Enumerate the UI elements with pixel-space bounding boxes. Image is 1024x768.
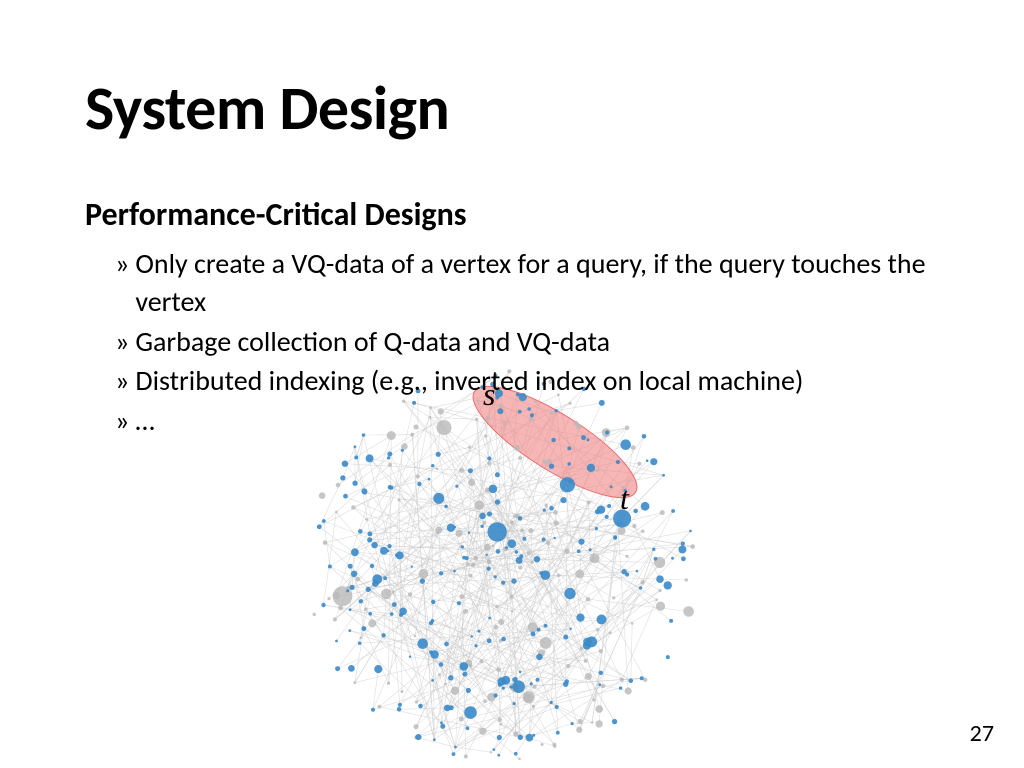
bullet-marker: » [115,245,135,283]
graph-label-s: s [483,376,495,413]
bullet-text: Distributed indexing (e.g., inverted ind… [135,362,939,400]
bullet-marker: » [115,323,135,361]
page-number: 27 [970,719,994,748]
bullet-marker: » [115,402,135,440]
bullet-marker: » [115,362,135,400]
bullet-text: … [135,402,939,440]
bullet-list: » Only create a VQ-data of a vertex for … [115,245,939,442]
slide: System Design Performance-Critical Desig… [0,0,1024,768]
bullet-item: » Only create a VQ-data of a vertex for … [115,245,939,321]
bullet-item: » Distributed indexing (e.g., inverted i… [115,362,939,400]
bullet-item: » … [115,402,939,440]
bullet-text: Only create a VQ-data of a vertex for a … [135,245,939,321]
slide-subtitle: Performance-Critical Designs [85,195,467,234]
graph-label-t: t [620,480,629,517]
bullet-item: » Garbage collection of Q-data and VQ-da… [115,323,939,361]
slide-title: System Design [85,70,449,146]
bullet-text: Garbage collection of Q-data and VQ-data [135,323,939,361]
